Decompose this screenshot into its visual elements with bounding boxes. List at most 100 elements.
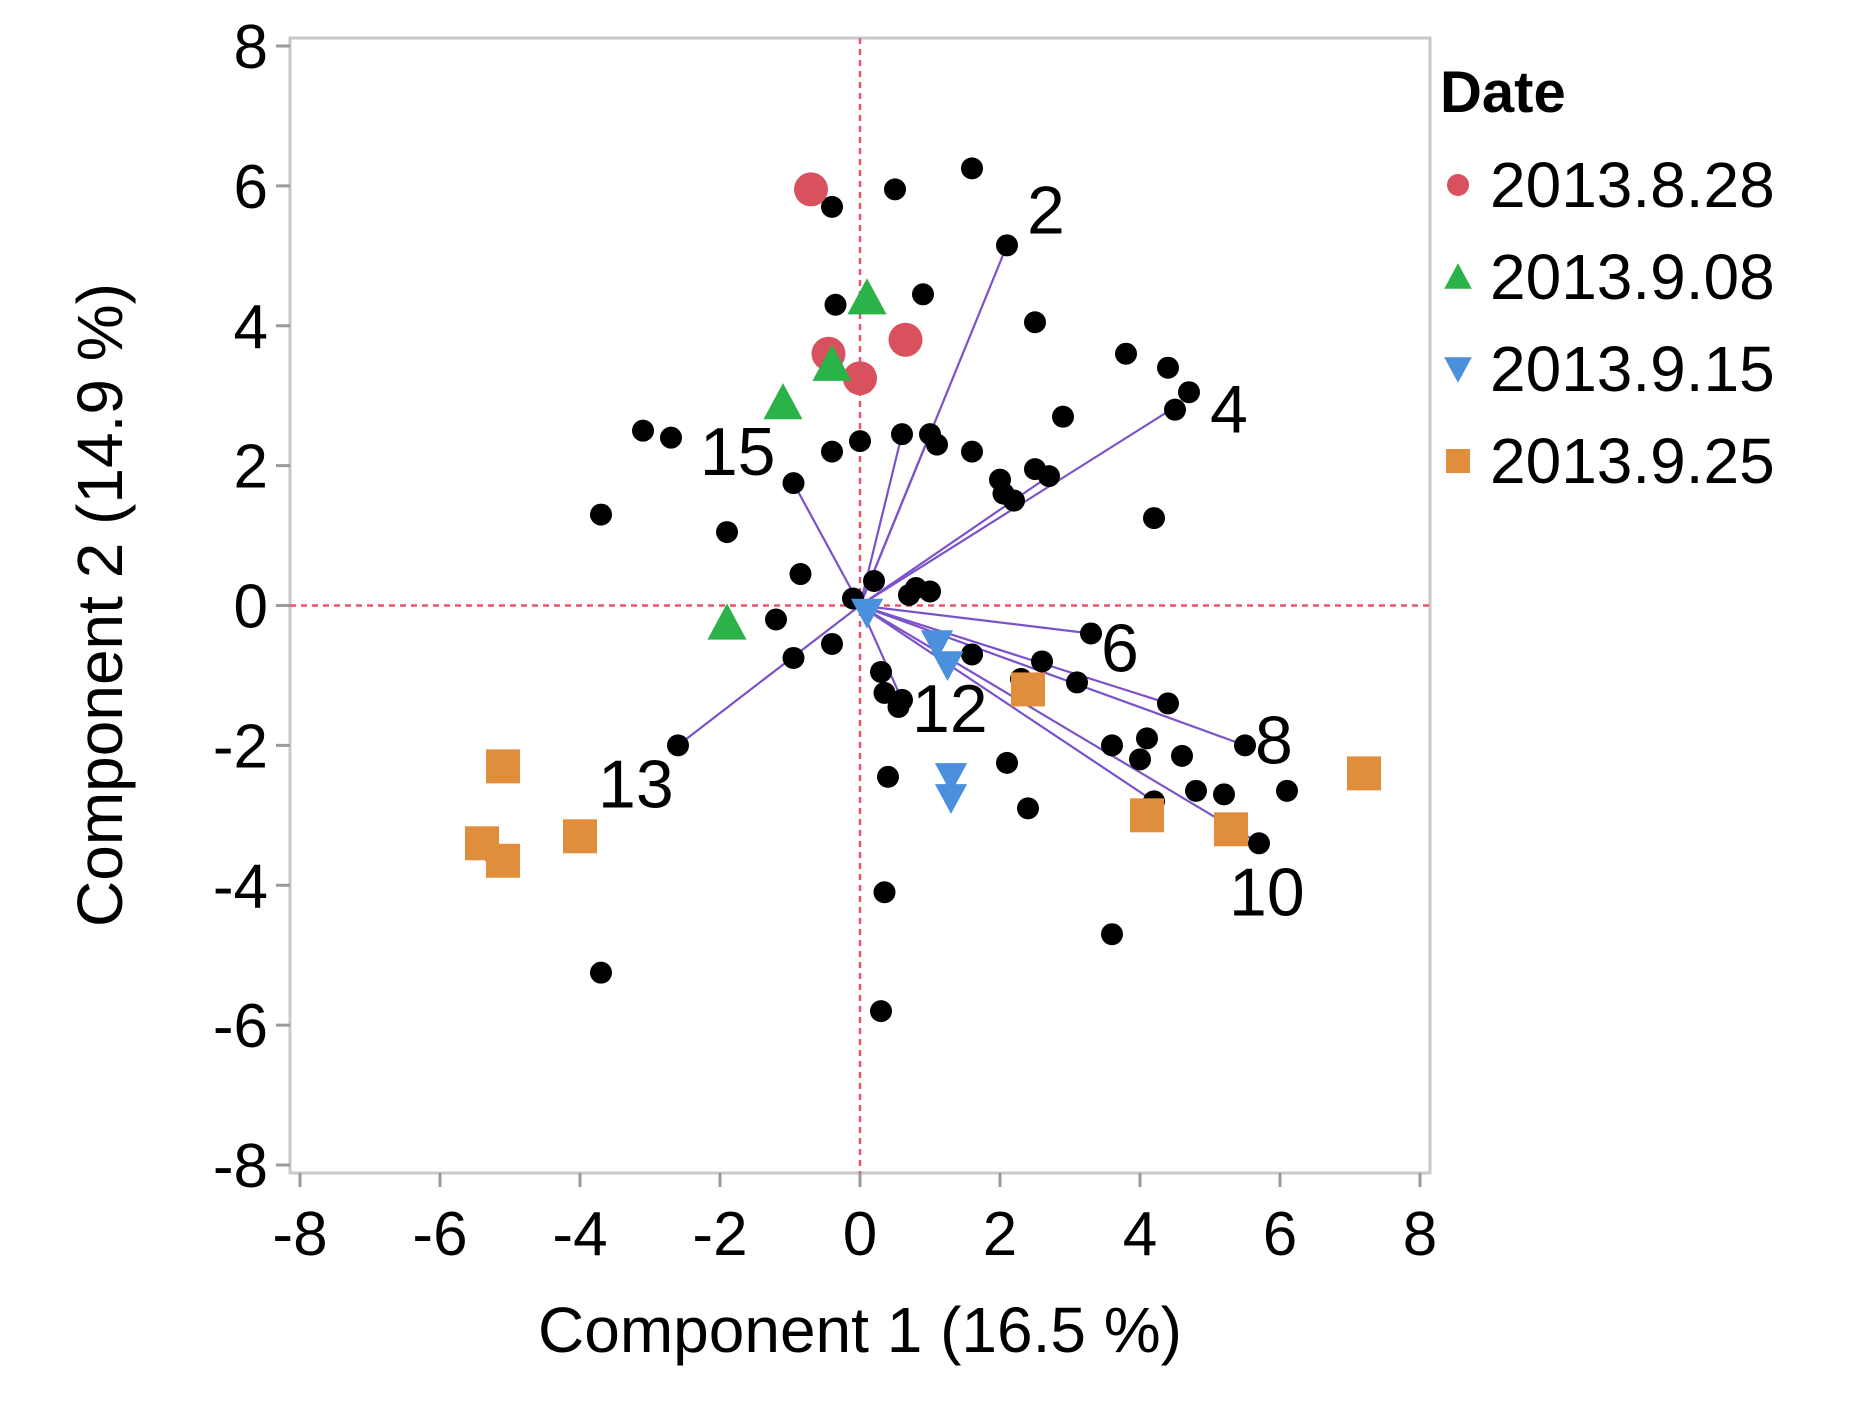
x-axis-title: Component 1 (16.5 %) xyxy=(538,1294,1182,1366)
x-tick-label: 4 xyxy=(1123,1200,1157,1269)
variable-point xyxy=(996,234,1018,257)
variable-point xyxy=(898,584,920,607)
variable-point xyxy=(660,426,682,449)
sample-point-2013.9.15 xyxy=(850,598,884,629)
variable-point xyxy=(961,440,983,463)
legend-title: Date xyxy=(1440,60,1566,125)
y-tick-label: 2 xyxy=(234,433,268,502)
sample-point-2013.9.15 xyxy=(934,763,968,793)
y-axis-title: Component 2 (14.9 %) xyxy=(64,283,136,927)
variable-point xyxy=(1143,507,1165,530)
variable-point xyxy=(1031,650,1053,673)
y-tick-label: -8 xyxy=(213,1132,268,1201)
variable-point xyxy=(877,765,899,788)
loading-label-10: 10 xyxy=(1229,854,1305,930)
sample-point-2013.9.25 xyxy=(1011,672,1045,707)
loading-label-13: 13 xyxy=(598,746,674,822)
x-tick-label: -4 xyxy=(552,1200,607,1269)
variable-point xyxy=(1052,405,1074,428)
variable-point xyxy=(821,195,843,218)
variable-point xyxy=(789,563,812,586)
sample-point-2013.8.28 xyxy=(794,172,828,207)
variable-point xyxy=(1115,342,1137,365)
variable-point xyxy=(1157,356,1179,379)
variable-point xyxy=(1129,748,1151,771)
legend-items: 2013.8.28 2013.9.08 2013.9.15 2013.9.25 xyxy=(1444,149,1775,497)
variable-point xyxy=(1101,923,1123,946)
loading-label-2: 2 xyxy=(1027,172,1065,248)
variable-point xyxy=(1066,671,1088,694)
y-tick-label: 8 xyxy=(234,13,268,82)
loading-label-12: 12 xyxy=(912,671,988,747)
x-tick-label: 8 xyxy=(1403,1200,1437,1269)
x-tick-label: -8 xyxy=(272,1200,327,1269)
sample-point-2013.9.25 xyxy=(486,843,520,878)
variable-point xyxy=(1080,622,1102,645)
variable-point xyxy=(863,570,885,593)
sample-point-2013.9.08 xyxy=(812,344,852,381)
loading-vector-line xyxy=(677,604,861,747)
loading-vector-line xyxy=(859,604,1260,845)
variable-point xyxy=(873,881,896,904)
legend-label: 2013.9.08 xyxy=(1490,241,1775,313)
variable-point xyxy=(667,734,689,757)
loading-label-6: 6 xyxy=(1101,610,1139,686)
sample-point-2013.9.25 xyxy=(563,819,597,854)
x-axis: -8 -6 -4 -2 0 2 4 6 8 xyxy=(272,1173,1437,1269)
sample-point-2013.8.28 xyxy=(888,322,923,357)
loading-label-4: 4 xyxy=(1210,372,1248,448)
variable-point xyxy=(821,632,843,655)
legend-label: 2013.9.15 xyxy=(1490,333,1775,405)
legend-label: 2013.8.28 xyxy=(1490,149,1775,221)
x-tick-label: 2 xyxy=(983,1200,1017,1269)
loading-label-15: 15 xyxy=(700,414,776,490)
variable-point xyxy=(996,751,1018,774)
sample-point-2013.9.25 xyxy=(1130,798,1164,833)
variable-point xyxy=(1248,832,1270,855)
variable-point xyxy=(1157,692,1179,715)
legend-marker-2013.9.15 xyxy=(1444,357,1472,383)
x-tick-label: -2 xyxy=(692,1200,747,1269)
sample-point-2013.8.28 xyxy=(843,361,877,396)
sample-point-2013.9.15 xyxy=(934,784,968,814)
loading-vector-line xyxy=(792,482,861,607)
variable-point xyxy=(1003,489,1025,512)
loading-label-8: 8 xyxy=(1255,702,1293,778)
y-tick-label: 4 xyxy=(234,293,268,362)
variable-point xyxy=(961,157,983,180)
variable-point xyxy=(821,440,843,463)
loading-vector-line xyxy=(859,604,1246,747)
legend-marker-2013.9.08 xyxy=(1444,263,1472,289)
variable-point xyxy=(1017,797,1039,820)
y-axis: -8 -6 -4 -2 0 2 4 6 8 xyxy=(213,13,290,1201)
reference-lines xyxy=(290,38,1430,1173)
variable-point xyxy=(926,433,948,456)
sample-point-2013.9.15 xyxy=(931,651,964,682)
loading-vector-line xyxy=(859,604,1155,803)
sample-points xyxy=(465,172,1381,878)
variable-point xyxy=(1024,311,1046,334)
x-tick-label: 6 xyxy=(1263,1200,1297,1269)
loading-vector-line xyxy=(859,604,1169,705)
variable-point xyxy=(891,423,913,446)
variable-point xyxy=(870,660,892,683)
loading-vector-line xyxy=(859,604,1092,635)
y-tick-label: 0 xyxy=(234,573,268,642)
legend-marker-2013.8.28 xyxy=(1447,174,1469,196)
variable-point xyxy=(961,643,983,666)
sample-point-2013.9.15 xyxy=(920,630,954,661)
variable-point xyxy=(1171,744,1193,767)
legend-marker-2013.9.25 xyxy=(1446,449,1470,473)
variable-point xyxy=(873,681,896,704)
variable-point xyxy=(870,1000,892,1023)
variable-point xyxy=(1234,734,1256,757)
variable-point xyxy=(765,608,787,631)
sample-point-2013.9.25 xyxy=(1347,756,1381,791)
variable-point xyxy=(1213,783,1235,806)
x-tick-label: -6 xyxy=(412,1200,467,1269)
variable-point xyxy=(912,283,934,306)
x-tick-label: 0 xyxy=(843,1200,877,1269)
variable-point xyxy=(632,419,654,442)
